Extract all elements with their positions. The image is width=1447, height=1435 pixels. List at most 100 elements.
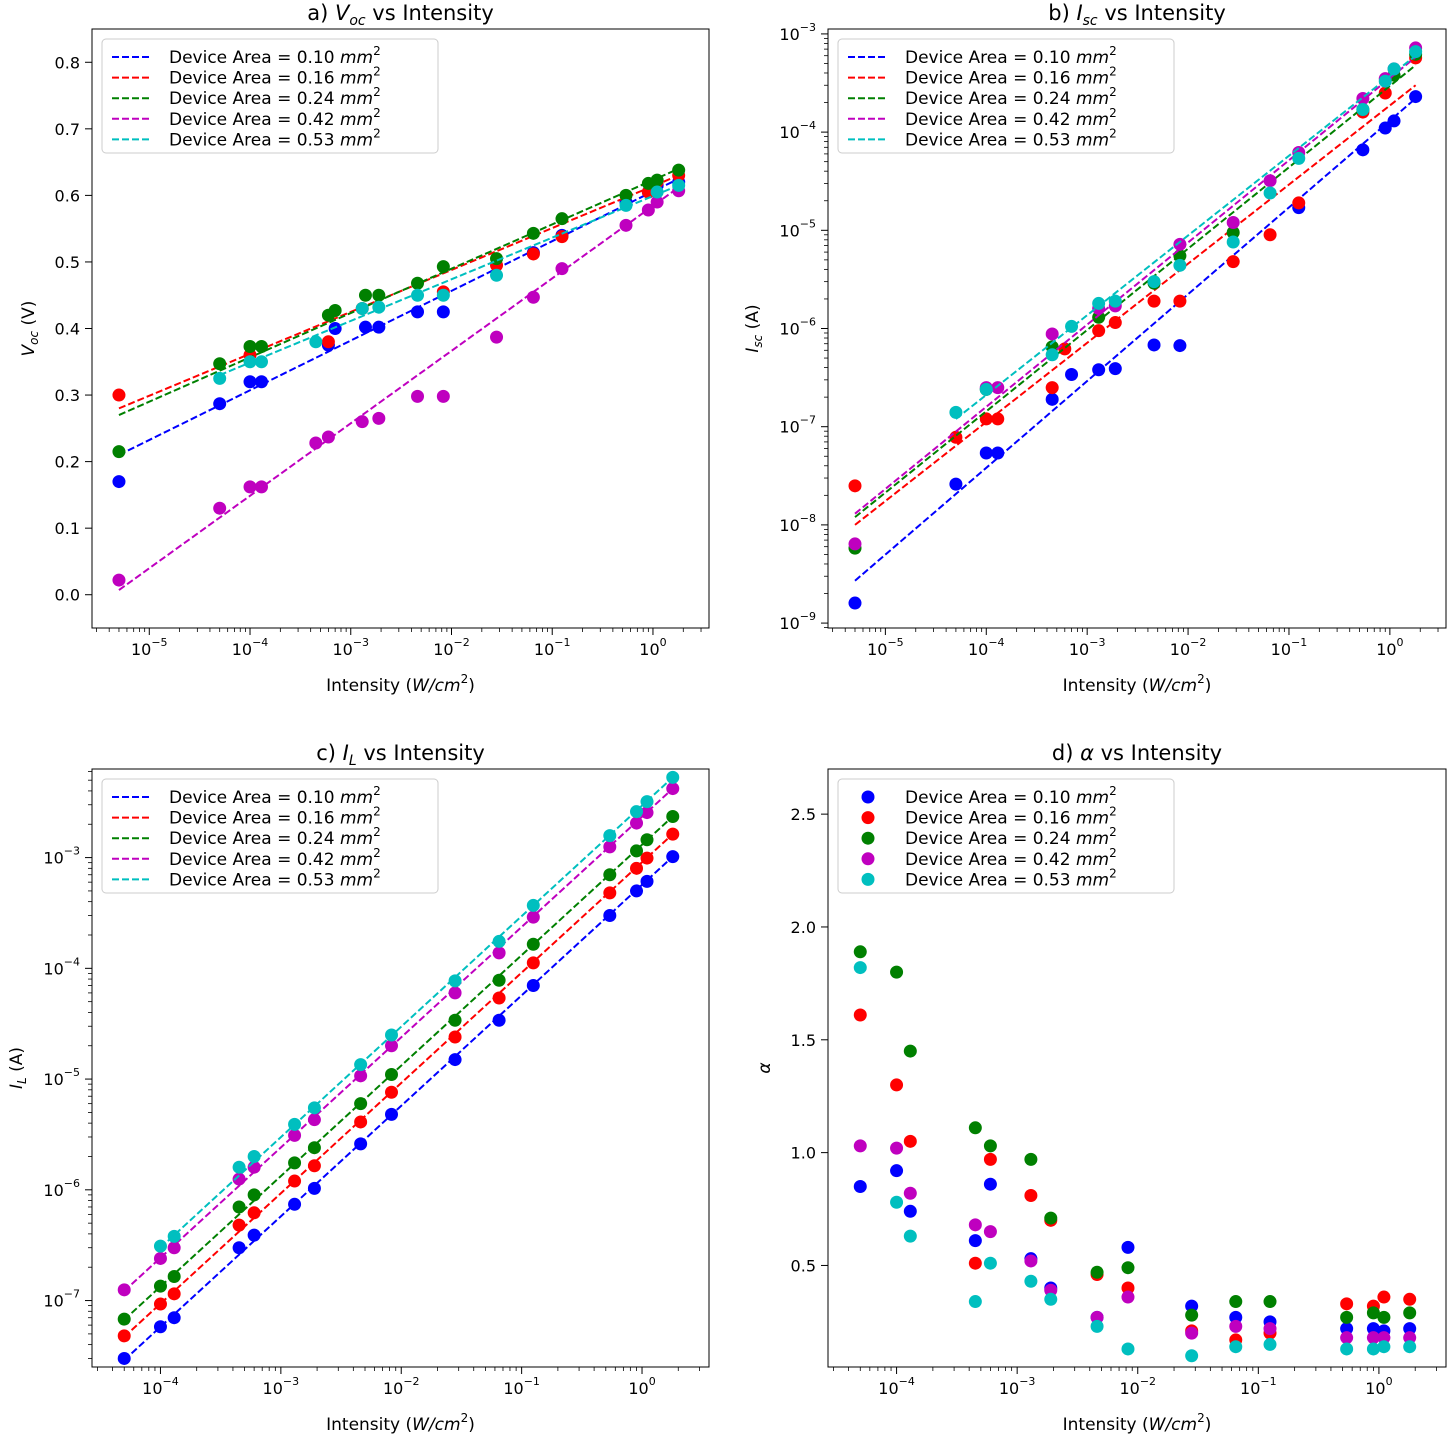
x-axis-label: Intensity (W/cm2) (1063, 672, 1212, 696)
data-point (254, 339, 268, 353)
data-point (1173, 294, 1187, 308)
data-point (991, 412, 1005, 426)
data-point (968, 1295, 982, 1309)
y-tick-label: 10−3 (779, 21, 816, 44)
data-point (1340, 1297, 1354, 1311)
data-point (436, 305, 450, 319)
data-point (372, 300, 386, 314)
data-point (1340, 1310, 1354, 1324)
data-point (1108, 362, 1122, 376)
data-point (1185, 1299, 1199, 1313)
data-point (1263, 1295, 1277, 1309)
data-point (1403, 1322, 1417, 1336)
x-tick-label: 10−5 (867, 636, 904, 659)
series-2 (117, 827, 680, 1343)
x-tick-label: 10−4 (878, 1375, 915, 1398)
data-point (307, 1159, 321, 1173)
x-tick-label: 10−5 (131, 636, 168, 659)
legend-frame (101, 38, 439, 154)
fit-line (123, 855, 674, 1361)
y-tick-label: 0.7 (55, 120, 80, 139)
x-tick-label: 100 (1376, 636, 1403, 659)
data-point (112, 573, 126, 587)
data-point (853, 1139, 867, 1153)
series-4 (853, 1139, 1417, 1345)
legend-label: Device Area = 0.10 mm2 (169, 44, 381, 68)
data-point (307, 1113, 321, 1127)
data-point (112, 445, 126, 459)
data-point (1403, 1292, 1417, 1306)
data-point (1044, 1211, 1058, 1225)
data-point (903, 1134, 917, 1148)
legend-label: Device Area = 0.53 mm2 (905, 126, 1117, 150)
legend-label: Device Area = 0.10 mm2 (169, 784, 381, 808)
data-point (650, 185, 664, 199)
data-point (555, 230, 569, 244)
data-point (1229, 1295, 1243, 1309)
x-axis-label: Intensity (W/cm2) (326, 1411, 475, 1435)
fit-line (123, 833, 674, 1338)
series-3 (853, 945, 1417, 1324)
data-point (448, 1013, 462, 1027)
data-point (1045, 381, 1059, 395)
data-point (492, 991, 506, 1005)
data-point (1377, 1340, 1391, 1354)
y-tick-label: 0.5 (791, 1256, 816, 1275)
data-point (1340, 1331, 1354, 1345)
data-point (983, 1177, 997, 1191)
data-point (1185, 1326, 1199, 1340)
data-point (448, 1030, 462, 1044)
data-point (903, 1204, 917, 1218)
data-point (555, 262, 569, 276)
data-point (1263, 1337, 1277, 1351)
data-point (1377, 1331, 1391, 1345)
chart-alpha: 10−4 10−3 10−2 10−1 100 0.5 1.0 1.5 2.0 2.5 d) α v… (755, 741, 1447, 1435)
fit-line (955, 54, 1417, 420)
data-point (1366, 1306, 1380, 1320)
data-point (1121, 1240, 1135, 1254)
data-point (1147, 275, 1161, 289)
data-point (1403, 1306, 1417, 1320)
data-point (903, 1044, 917, 1058)
x-tick-label: 100 (628, 1375, 655, 1398)
data-point (1356, 143, 1370, 157)
legend-label: Device Area = 0.42 mm2 (169, 846, 381, 870)
legend-marker-swatch (861, 872, 875, 886)
data-point (1092, 324, 1106, 338)
data-point (358, 288, 372, 302)
data-point (1226, 255, 1240, 269)
y-tick-label: 0.8 (55, 53, 80, 72)
y-tick-label: 10−4 (43, 955, 80, 978)
data-point (526, 247, 540, 261)
data-point (968, 1121, 982, 1135)
legend-marker-swatch (861, 852, 875, 866)
x-tick-label: 10−2 (433, 636, 470, 659)
data-point (1147, 338, 1161, 352)
data-point (372, 411, 386, 425)
data-point (372, 320, 386, 334)
data-point (1090, 1310, 1104, 1324)
data-point (328, 322, 342, 335)
series-5 (949, 45, 1423, 420)
data-point (232, 1160, 246, 1174)
data-point (1024, 1152, 1038, 1166)
data-point (167, 1287, 181, 1301)
data-point (448, 1053, 462, 1067)
legend-label: Device Area = 0.10 mm2 (905, 44, 1117, 68)
data-point (1121, 1290, 1135, 1304)
data-point (1366, 1331, 1380, 1345)
legend-label: Device Area = 0.53 mm2 (169, 126, 381, 150)
data-point (167, 1311, 181, 1325)
data-point (112, 475, 126, 489)
data-point (1226, 235, 1240, 249)
fit-line (118, 167, 680, 416)
y-tick-label: 10−6 (779, 316, 816, 339)
data-point (848, 479, 862, 493)
y-tick-label: 10−6 (43, 1177, 80, 1200)
fit-line (123, 815, 674, 1321)
data-point (243, 375, 257, 389)
x-axis-label: Intensity (W/cm2) (326, 672, 475, 696)
data-point (1185, 1308, 1199, 1322)
